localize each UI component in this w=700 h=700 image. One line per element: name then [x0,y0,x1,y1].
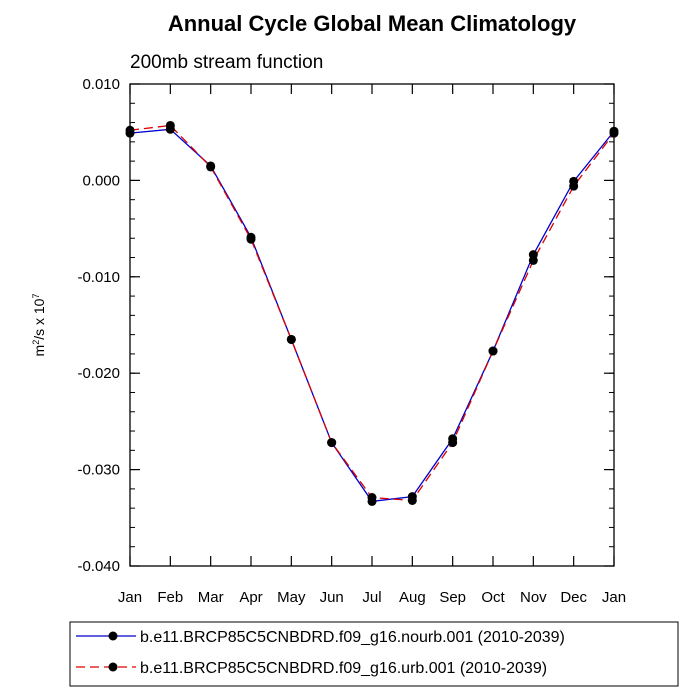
series-1-point [327,438,337,448]
x-tick-label: Dec [560,589,587,606]
series-1-point [448,438,458,448]
x-tick-label: Nov [520,589,547,606]
plot-frame [129,83,615,567]
legend-box [69,621,679,687]
y-axis-label-base: m [31,345,47,357]
chart-title: Annual Cycle Global Mean Climatology [168,11,577,36]
series-1-point [165,120,175,130]
x-tick-label: Aug [399,589,426,606]
x-tick-label: Apr [239,589,262,606]
series-1-point [206,162,216,172]
y-tick-label: -0.020 [77,365,120,382]
legend: b.e11.BRCP85C5CNBDRD.f09_g16.nourb.001 (… [69,621,679,687]
series-line-1 [129,124,615,502]
x-tick-label: Mar [198,589,224,606]
x-tick-label: Jul [362,589,381,606]
x-tick-label: May [277,589,306,606]
y-axis-label-sup1: 2 [31,340,41,345]
series-1-point [488,346,498,356]
series-1-point [569,181,579,191]
y-tick-label: -0.010 [77,269,120,286]
legend-marker-urb [108,662,118,672]
series-1-point [528,255,538,265]
series-1-point [286,334,296,344]
series-line-0 [129,128,615,503]
y-tick-label: -0.040 [77,558,120,575]
series-1-point [246,234,256,244]
y-tick-label: 0.000 [82,172,120,189]
legend-label-urb: b.e11.BRCP85C5CNBDRD.f09_g16.urb.001 (20… [140,660,547,677]
x-tick-label: Jan [602,589,626,606]
series-group [125,120,619,506]
x-tick-label: Sep [439,589,466,606]
y-axis-label-sup2: 7 [31,294,41,299]
x-tick-label: Jan [118,589,142,606]
chart-subtitle: 200mb stream function [130,52,323,73]
y-tick-label: -0.030 [77,462,120,479]
y-axis-label: m2/s x 107 [31,294,47,357]
y-axis-label-mid: /s x 10 [31,298,47,339]
series-1-point [407,495,417,505]
series-1-point [367,493,377,503]
x-tick-label: Oct [481,589,505,606]
legend-marker-nourb [108,631,118,641]
legend-label-nourb: b.e11.BRCP85C5CNBDRD.f09_g16.nourb.001 (… [140,629,565,646]
x-tick-label: Feb [157,589,183,606]
axis-ticks: 0.010 0.000 -0.010 -0.020 -0.030 -0.040 Jan Feb… [77,76,626,606]
x-tick-label: Jun [320,589,344,606]
y-tick-label: 0.010 [82,76,120,93]
